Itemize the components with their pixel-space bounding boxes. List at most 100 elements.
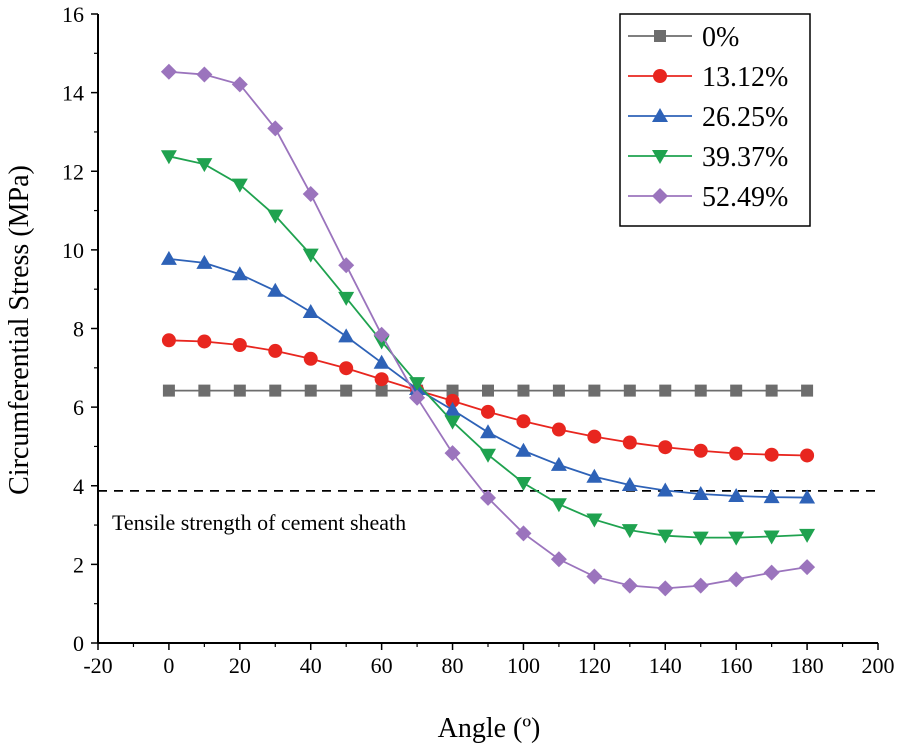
data-point — [801, 384, 814, 397]
y-tick-label: 12 — [62, 159, 84, 184]
x-axis-title: Angle (º) — [438, 713, 541, 744]
data-point — [444, 401, 461, 416]
data-point — [657, 580, 674, 597]
data-point — [763, 530, 780, 545]
legend-box — [619, 13, 811, 227]
legend-label: 26.25% — [702, 102, 788, 133]
data-point — [162, 384, 175, 397]
data-point — [586, 468, 603, 483]
data-point — [730, 384, 743, 397]
series-2 — [160, 250, 816, 504]
data-point — [728, 531, 745, 546]
data-point — [303, 351, 318, 366]
data-point — [550, 551, 567, 568]
data-point — [373, 326, 390, 343]
legend-item: 26.25% — [628, 102, 788, 133]
x-tick-label: -20 — [83, 653, 112, 678]
data-point — [375, 384, 388, 397]
data-point — [728, 571, 745, 588]
data-point — [550, 456, 567, 471]
data-point — [160, 250, 177, 265]
x-tick-label: 80 — [442, 653, 464, 678]
x-tick-label: 120 — [578, 653, 611, 678]
y-tick-label: 2 — [73, 552, 84, 577]
data-point — [799, 528, 816, 543]
data-point — [515, 525, 532, 542]
data-point — [623, 384, 636, 397]
series-0 — [162, 384, 814, 397]
legend-item: 52.49% — [628, 182, 788, 213]
x-tick-label: 0 — [163, 653, 174, 678]
data-point — [302, 303, 319, 318]
data-point — [694, 384, 707, 397]
data-point — [374, 372, 389, 387]
data-point — [763, 489, 780, 504]
data-point — [516, 414, 531, 429]
x-tick-label: 200 — [862, 653, 895, 678]
data-point — [267, 120, 284, 137]
data-point — [515, 476, 532, 491]
legend-item: 13.12% — [628, 62, 788, 93]
data-point — [338, 257, 355, 274]
data-point — [480, 489, 496, 506]
data-point — [231, 178, 248, 193]
data-point — [658, 440, 673, 455]
data-point — [231, 266, 248, 281]
legend-label: 52.49% — [702, 182, 788, 213]
legend-label: 39.37% — [702, 142, 788, 173]
legend-label: 0% — [702, 22, 739, 53]
data-point — [304, 384, 317, 397]
data-point — [373, 354, 390, 369]
data-point — [659, 384, 672, 397]
x-tick-label: 20 — [229, 653, 251, 678]
data-point — [621, 524, 638, 539]
data-point — [338, 291, 355, 306]
data-point — [409, 377, 426, 392]
legend-marker — [652, 150, 668, 164]
legend-marker — [654, 30, 666, 42]
data-point — [197, 334, 212, 349]
y-tick-label: 10 — [62, 238, 84, 263]
data-point — [481, 404, 495, 419]
y-tick-label: 8 — [73, 317, 84, 342]
legend: 0% 13.12% 26.25% 39.37% 52.49% — [619, 13, 811, 227]
data-point — [550, 498, 567, 513]
series-1 — [161, 333, 815, 463]
data-point — [196, 66, 213, 83]
data-point — [729, 446, 744, 461]
x-tick-label: 100 — [507, 653, 540, 678]
legend-label: 13.12% — [702, 62, 788, 93]
series-4 — [160, 63, 816, 597]
x-tick-label: 40 — [300, 653, 322, 678]
data-point — [161, 333, 176, 348]
data-point — [515, 442, 532, 457]
data-point — [445, 393, 460, 408]
reference-line-label: Tensile strength of cement sheath — [112, 510, 406, 535]
data-point — [800, 448, 815, 463]
data-point — [551, 422, 566, 437]
data-point — [302, 248, 319, 263]
data-point — [586, 568, 603, 585]
data-point — [763, 564, 780, 581]
data-point — [232, 338, 247, 353]
data-point — [588, 384, 601, 397]
data-point — [517, 384, 530, 397]
data-point — [231, 76, 248, 93]
data-point — [621, 476, 638, 491]
data-point — [657, 482, 674, 497]
series-3 — [160, 150, 816, 546]
data-point — [621, 577, 638, 594]
x-tick-label: 140 — [649, 653, 682, 678]
data-point — [267, 209, 284, 224]
data-point — [552, 384, 565, 397]
data-point — [444, 445, 461, 462]
data-point — [160, 150, 177, 165]
legend-marker — [652, 108, 668, 122]
data-point — [799, 559, 816, 576]
data-point — [196, 158, 213, 173]
data-point — [692, 531, 709, 546]
data-point — [692, 577, 709, 594]
y-tick-label: 0 — [73, 631, 84, 656]
legend-item: 0% — [628, 22, 739, 53]
